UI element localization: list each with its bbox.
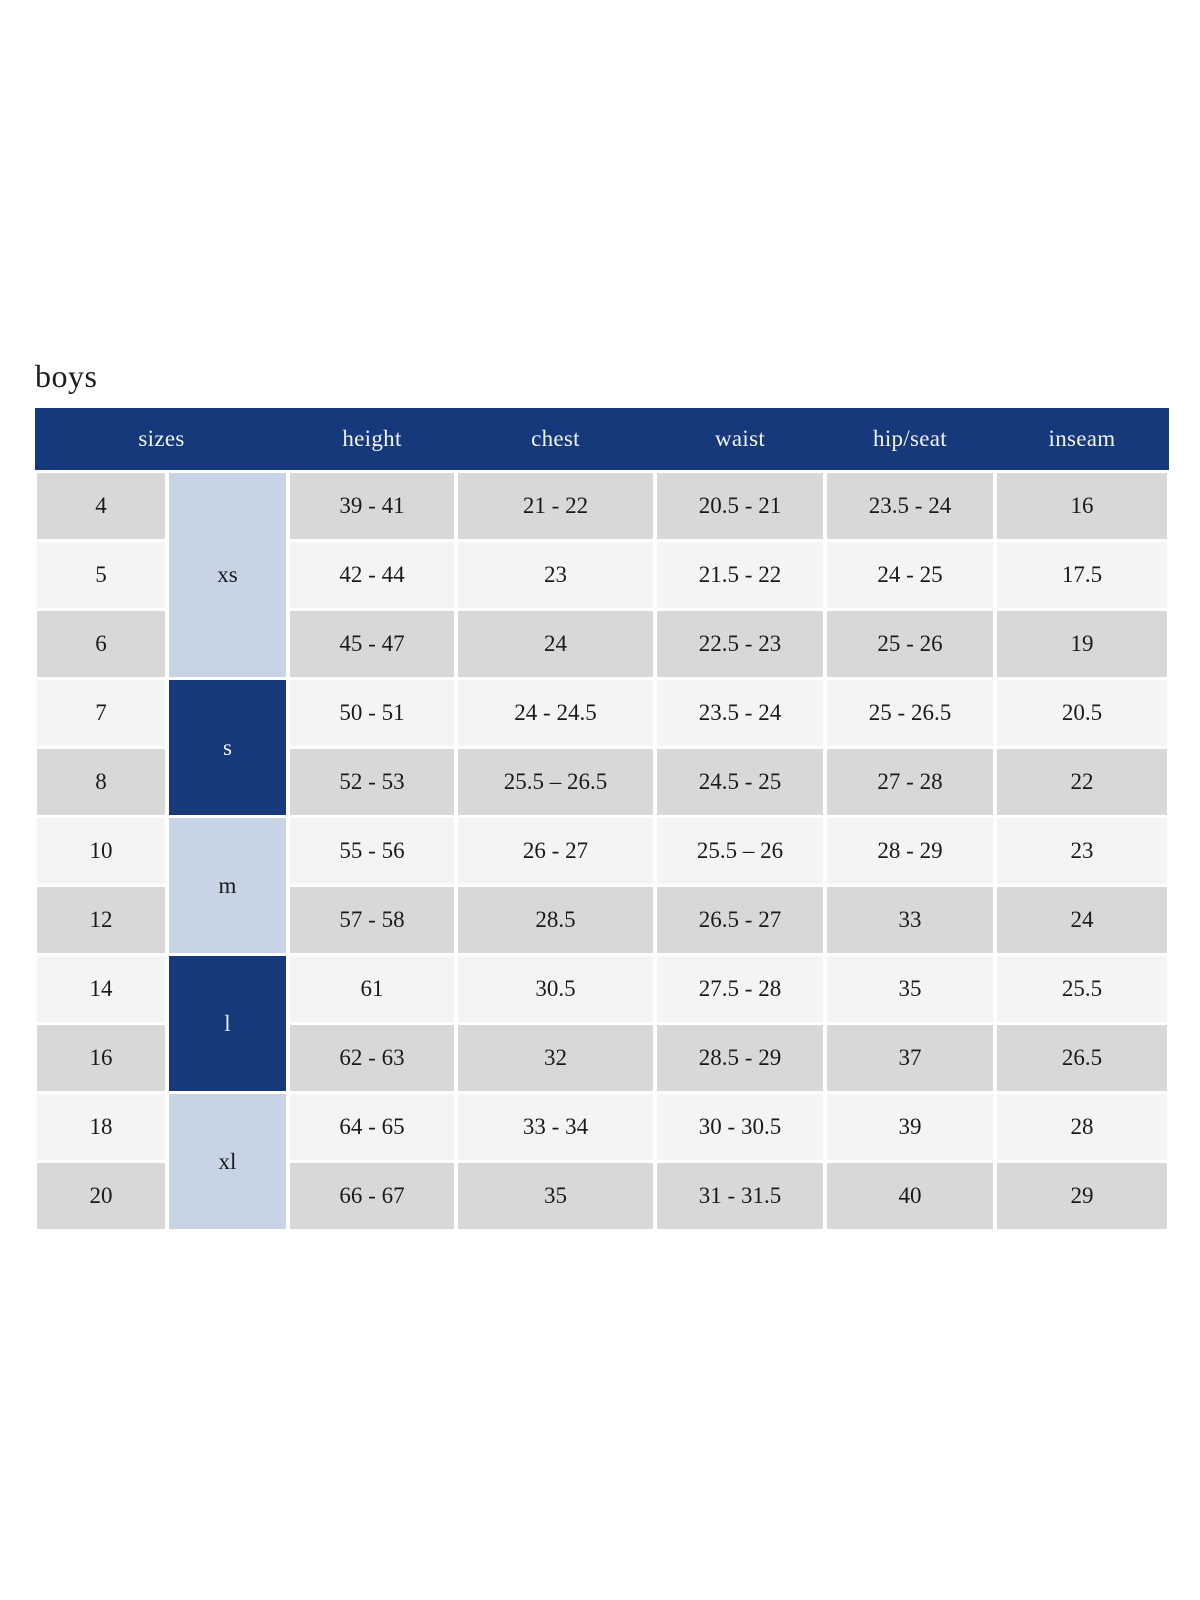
hip-seat-cell: 27 - 28 [823,746,997,818]
inseam-cell: 16 [993,470,1171,542]
height-cell: 45 - 47 [286,608,458,680]
group-cell-l: l [165,953,290,1094]
height-cell: 66 - 67 [286,1160,458,1232]
chest-cell: 21 - 22 [454,470,657,542]
hip-seat-cell: 28 - 29 [823,815,997,887]
column-header-height: height [288,408,456,472]
table-row: 8 52 - 53 25.5 – 26.5 24.5 - 25 27 - 28 … [33,746,1171,818]
waist-cell: 31 - 31.5 [653,1160,827,1232]
height-cell: 39 - 41 [286,470,458,542]
hip-seat-cell: 24 - 25 [823,539,997,611]
waist-cell: 27.5 - 28 [653,953,827,1025]
waist-cell: 30 - 30.5 [653,1091,827,1163]
inseam-cell: 29 [993,1160,1171,1232]
table-row: 16 62 - 63 32 28.5 - 29 37 26.5 [33,1022,1171,1094]
height-cell: 61 [286,953,458,1025]
page-title: boys [35,358,98,394]
hip-seat-cell: 40 [823,1160,997,1232]
chest-cell: 25.5 – 26.5 [454,746,657,818]
chest-cell: 23 [454,539,657,611]
size-cell: 14 [33,953,169,1025]
chest-cell: 35 [454,1160,657,1232]
table-header: sizes height chest waist hip/seat inseam [35,408,1169,472]
waist-cell: 22.5 - 23 [653,608,827,680]
table-row: 4 xs 39 - 41 21 - 22 20.5 - 21 23.5 - 24… [33,470,1171,680]
table-row: 20 66 - 67 35 31 - 31.5 40 29 [33,1160,1171,1232]
inseam-cell: 17.5 [993,539,1171,611]
column-header-inseam: inseam [995,408,1169,472]
table-body: 4 xs 39 - 41 21 - 22 20.5 - 21 23.5 - 24… [33,470,1171,1232]
size-cell: 4 [33,470,169,542]
table-row: 12 57 - 58 28.5 26.5 - 27 33 24 [33,884,1171,956]
waist-cell: 26.5 - 27 [653,884,827,956]
column-header-chest: chest [456,408,655,472]
waist-cell: 24.5 - 25 [653,746,827,818]
inseam-cell: 25.5 [993,953,1171,1025]
hip-seat-cell: 39 [823,1091,997,1163]
hip-seat-cell: 25 - 26 [823,608,997,680]
inseam-cell: 23 [993,815,1171,887]
height-cell: 42 - 44 [286,539,458,611]
table-row: 18 xl 64 - 65 33 - 34 30 - 30.5 39 28 [33,1091,1171,1232]
waist-cell: 20.5 - 21 [653,470,827,542]
group-cell-m: m [165,815,290,956]
chest-cell: 30.5 [454,953,657,1025]
chest-cell: 28.5 [454,884,657,956]
chest-cell: 33 - 34 [454,1091,657,1163]
hip-seat-cell: 37 [823,1022,997,1094]
height-cell: 55 - 56 [286,815,458,887]
table-row: 7 s 50 - 51 24 - 24.5 23.5 - 24 25 - 26.… [33,677,1171,818]
group-cell-s: s [165,677,290,818]
height-cell: 64 - 65 [286,1091,458,1163]
height-cell: 57 - 58 [286,884,458,956]
chest-cell: 24 - 24.5 [454,677,657,749]
hip-seat-cell: 25 - 26.5 [823,677,997,749]
waist-cell: 25.5 – 26 [653,815,827,887]
table-row: 5 42 - 44 23 21.5 - 22 24 - 25 17.5 [33,539,1171,611]
column-header-hip-seat: hip/seat [825,408,995,472]
header-row: sizes height chest waist hip/seat inseam [35,408,1169,472]
group-cell-xl: xl [165,1091,290,1232]
size-cell: 5 [33,539,169,611]
height-cell: 62 - 63 [286,1022,458,1094]
size-cell: 10 [33,815,169,887]
size-cell: 6 [33,608,169,680]
inseam-cell: 28 [993,1091,1171,1163]
chest-cell: 24 [454,608,657,680]
table-row: 14 l 61 30.5 27.5 - 28 35 25.5 [33,953,1171,1094]
waist-cell: 23.5 - 24 [653,677,827,749]
group-cell-xs: xs [165,470,290,680]
column-header-sizes: sizes [35,408,288,472]
table-row: 6 45 - 47 24 22.5 - 23 25 - 26 19 [33,608,1171,680]
size-cell: 18 [33,1091,169,1163]
waist-cell: 21.5 - 22 [653,539,827,611]
hip-seat-cell: 23.5 - 24 [823,470,997,542]
hip-seat-cell: 35 [823,953,997,1025]
size-cell: 8 [33,746,169,818]
inseam-cell: 20.5 [993,677,1171,749]
waist-cell: 28.5 - 29 [653,1022,827,1094]
size-cell: 12 [33,884,169,956]
table-row: 10 m 55 - 56 26 - 27 25.5 – 26 28 - 29 2… [33,815,1171,956]
inseam-cell: 19 [993,608,1171,680]
size-cell: 20 [33,1160,169,1232]
height-cell: 50 - 51 [286,677,458,749]
size-cell: 16 [33,1022,169,1094]
chest-cell: 26 - 27 [454,815,657,887]
inseam-cell: 24 [993,884,1171,956]
chest-cell: 32 [454,1022,657,1094]
inseam-cell: 26.5 [993,1022,1171,1094]
height-cell: 52 - 53 [286,746,458,818]
boys-size-table: sizes height chest waist hip/seat inseam… [33,408,1171,1232]
inseam-cell: 22 [993,746,1171,818]
size-cell: 7 [33,677,169,749]
column-header-waist: waist [655,408,825,472]
hip-seat-cell: 33 [823,884,997,956]
